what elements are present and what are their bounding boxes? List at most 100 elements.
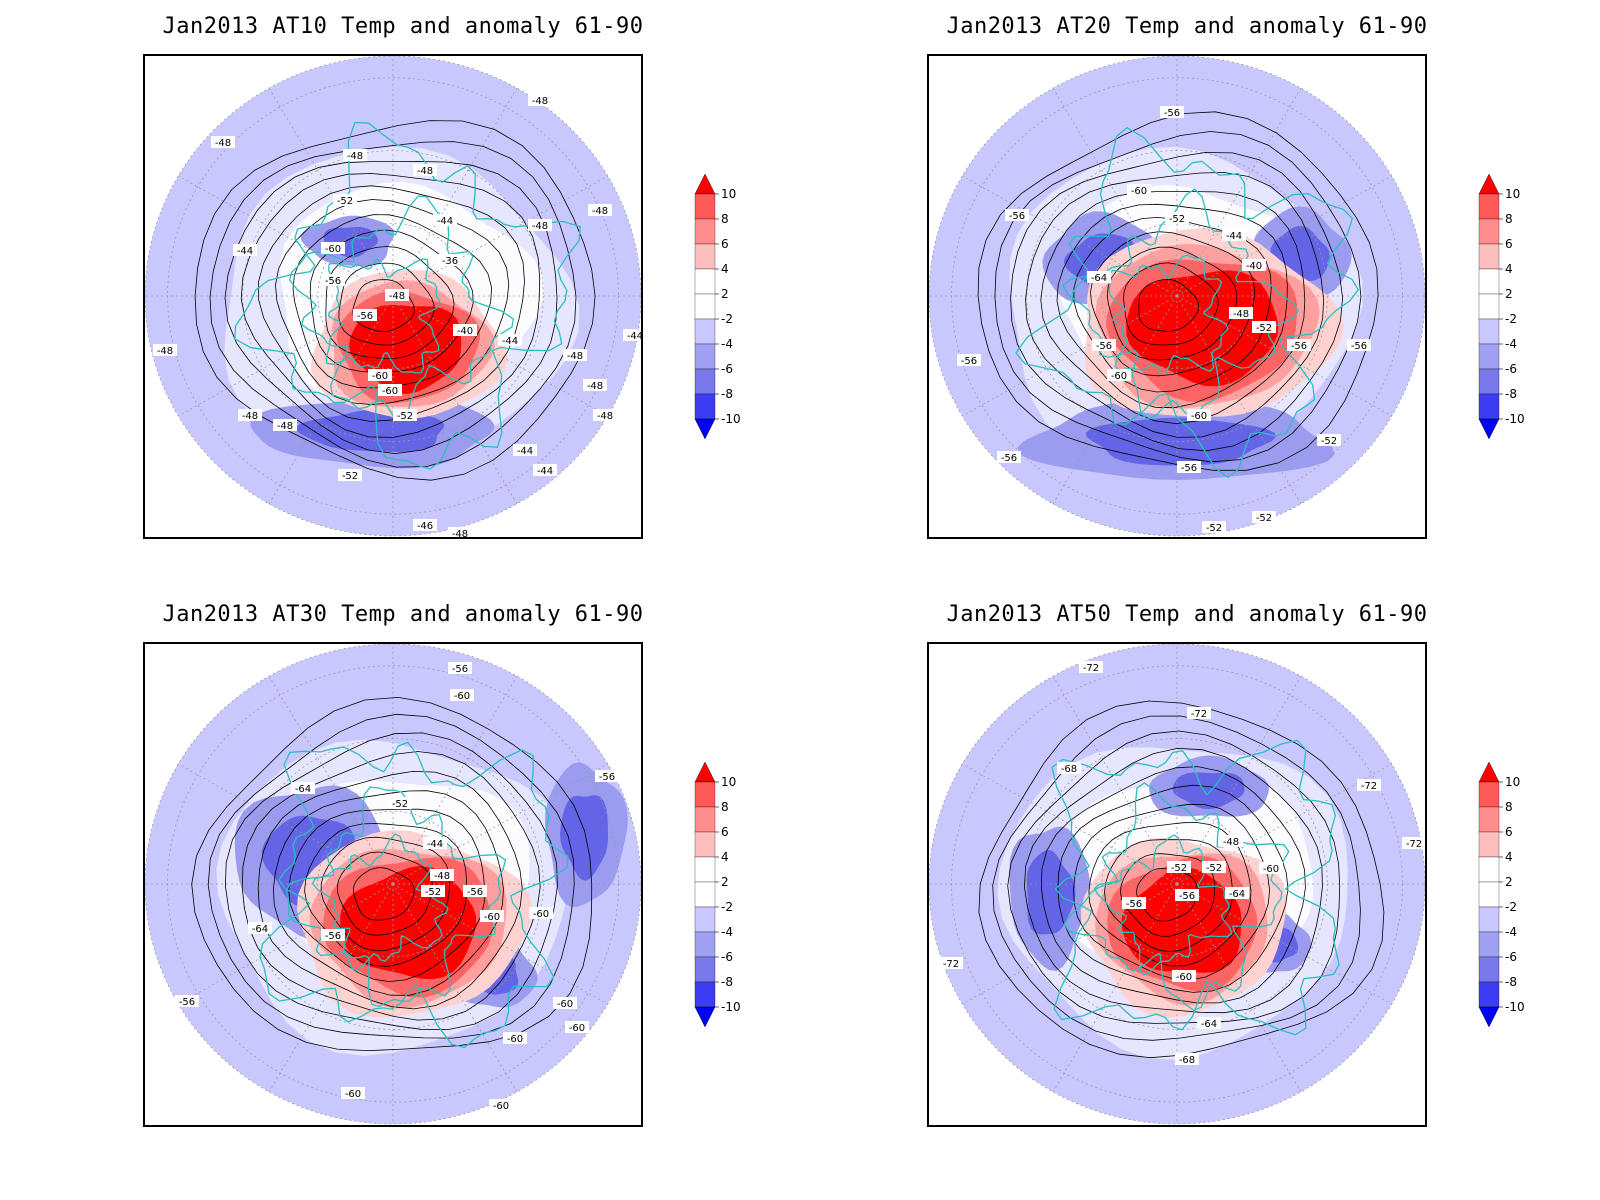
contour-label: -72 [1079, 661, 1103, 674]
contour-label: -64 [291, 782, 315, 795]
colorbar-top-arrow [1478, 174, 1500, 195]
temperature-contour [224, 732, 558, 1031]
colorbar-label: -2 [721, 312, 733, 326]
temperature-contour [325, 246, 455, 359]
contour-label: -52 [1202, 521, 1226, 534]
temperature-contour [209, 141, 577, 468]
anomaly-colorbar: 10 8 6 4 2 -2 -4 -6 -8 -10 [694, 762, 741, 1028]
colorbar-segment [694, 881, 716, 908]
panel-at30: Jan2013 AT30 Temp and anomaly 61-90 -56-… [143, 602, 843, 1182]
coastline [1015, 126, 1360, 479]
colorbar-label: -8 [721, 975, 733, 989]
contour-label: -68 [1175, 1053, 1199, 1066]
colorbar-label: 8 [721, 800, 729, 814]
contour-label: -48 [343, 149, 367, 162]
svg-text:-52: -52 [1256, 513, 1272, 524]
colorbar-label: 8 [1505, 800, 1513, 814]
meridian-line [1176, 87, 1302, 297]
contour-label: -60 [565, 1021, 589, 1034]
contour-label: -52 [1165, 212, 1189, 225]
map-frame: -56 -60 -56 -52 -44 -64 -40 -48 -56 -52 -56 -56 -60 -… [927, 54, 1427, 539]
contour-label: -72 [1402, 837, 1425, 850]
panel-title: Jan2013 AT50 Temp and anomaly 61-90 [946, 602, 1428, 627]
svg-text:-60: -60 [484, 912, 500, 923]
contour-label: -60 [1187, 409, 1211, 422]
colorbar-segment [1478, 243, 1500, 270]
colorbar-segment [694, 218, 716, 245]
temperature-contour [1010, 152, 1344, 452]
temperature-contour [224, 161, 558, 455]
svg-text:-72: -72 [943, 959, 959, 970]
contour-label: -56 [1177, 461, 1201, 474]
polar-map: -56 -60 -56 -52 -44 -64 -40 -48 -56 -52 -56 -56 -60 -… [929, 56, 1425, 537]
temperature-contour [1025, 172, 1325, 438]
panel-at20: Jan2013 AT20 Temp and anomaly 61-90 -56-… [927, 14, 1600, 594]
coastline [1063, 782, 1290, 1011]
meridian-line [268, 87, 394, 297]
colorbar-label: -8 [1505, 975, 1517, 989]
contour-label: -48 [385, 289, 409, 302]
panel-title: Jan2013 AT10 Temp and anomaly 61-90 [162, 14, 644, 39]
svg-text:-60: -60 [1131, 186, 1147, 197]
contour-label: -52 [1167, 861, 1191, 874]
svg-text:-60: -60 [1111, 371, 1127, 382]
meridian-line [1176, 295, 1392, 417]
svg-text:-44: -44 [537, 466, 553, 477]
svg-text:-64: -64 [252, 924, 268, 935]
svg-text:-60: -60 [325, 244, 341, 255]
svg-text:-48: -48 [1223, 837, 1239, 848]
temperature-contour [258, 185, 525, 422]
contour-label: -60 [368, 369, 392, 382]
contour-label: -52 [338, 469, 362, 482]
contour-label: -52 [1252, 321, 1276, 334]
panel-at10: Jan2013 AT10 Temp and anomaly 61-90 -48 -… [143, 14, 843, 594]
colorbar-label: -6 [1505, 362, 1517, 376]
svg-text:-48: -48 [389, 291, 405, 302]
svg-text:-60: -60 [454, 691, 470, 702]
colorbar-segment [1478, 981, 1500, 1008]
svg-text:-60: -60 [557, 999, 573, 1010]
colorbar-label: -4 [721, 337, 733, 351]
svg-text:-64: -64 [1201, 1019, 1217, 1030]
temperature-contour [1056, 203, 1288, 409]
meridian-line [962, 175, 1178, 297]
svg-text:-44: -44 [437, 216, 453, 227]
colorbar-label: -10 [1505, 412, 1525, 426]
svg-text:-52: -52 [1171, 863, 1187, 874]
svg-text:-56: -56 [1126, 899, 1142, 910]
temperature-contour [978, 700, 1385, 1059]
contour-label: -44 [498, 334, 522, 347]
meridian-line [1176, 175, 1392, 297]
temperature-contour [1073, 216, 1272, 393]
contour-label: -56 [997, 451, 1021, 464]
colorbar-label: -2 [1505, 900, 1517, 914]
colorbar-label: -4 [1505, 337, 1517, 351]
contour-label: -44 [433, 214, 457, 227]
contour-label: -48 [563, 349, 587, 362]
contour-label: -56 [1175, 889, 1199, 902]
contour-label: -56 [353, 309, 377, 322]
colorbar-label: 6 [1505, 237, 1513, 251]
map-frame: -56 -60 -64 -56 -52 -44 -48 -52 -56 -64 -56 -60 -60 -… [143, 642, 643, 1127]
svg-text:-48: -48 [277, 421, 293, 432]
colorbar-label: 6 [721, 237, 729, 251]
coastline [285, 786, 507, 1008]
temperature-contour [309, 229, 474, 373]
contour-label: -52 [333, 194, 357, 207]
temperature-contour [1040, 766, 1306, 1004]
colorbar-top-arrow [694, 174, 716, 195]
contour-label: -60 [1259, 862, 1283, 875]
colorbar-segment [1478, 931, 1500, 958]
temperature-contour [1007, 730, 1341, 1024]
svg-text:-68: -68 [1179, 1055, 1195, 1066]
colorbar-label: 6 [1505, 825, 1513, 839]
contour-label: -72 [1357, 779, 1381, 792]
svg-text:-46: -46 [417, 521, 433, 532]
colorbar-segment [694, 393, 716, 420]
temperature-contour [191, 696, 593, 1052]
svg-text:-40: -40 [1246, 261, 1262, 272]
temperature-contour [338, 262, 435, 346]
contour-label: -48 [273, 419, 297, 432]
colorbar-bottom-arrow [694, 418, 716, 440]
contour-label: -44 [623, 329, 641, 342]
